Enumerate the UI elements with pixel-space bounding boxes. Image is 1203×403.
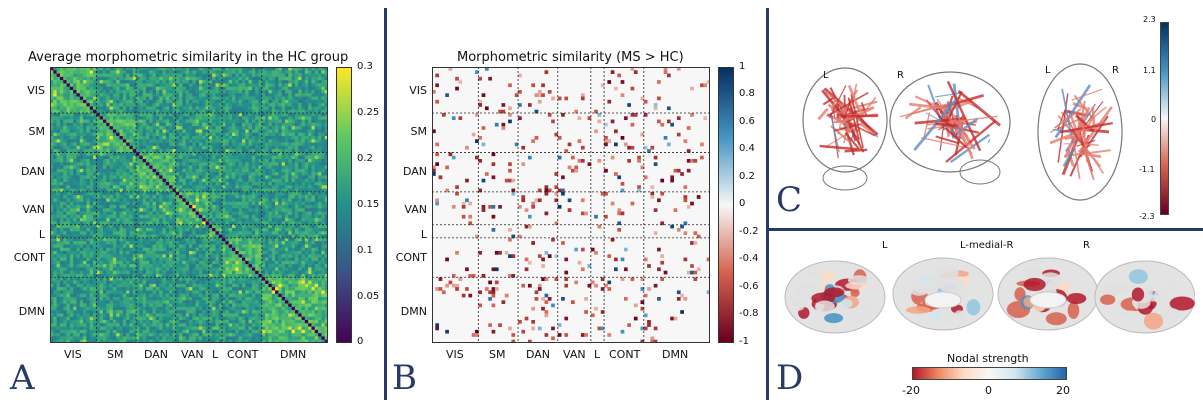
- panel-b-ylabel-dan: DAN: [402, 165, 427, 178]
- panel-a-cb-tick: 0.3: [357, 61, 373, 72]
- panel-b-colorbar: [718, 67, 734, 343]
- panel-b-xlabel-sm: SM: [489, 348, 506, 361]
- panel-c-cb-tick: -1.1: [1139, 165, 1155, 174]
- panel-a-ylabel-sm: SM: [28, 125, 45, 138]
- panel-b-title: Morphometric similarity (MS > HC): [457, 50, 684, 65]
- panel-a-xlabel-dan: DAN: [144, 348, 169, 361]
- panel-a-xlabel-dmn: DMN: [280, 348, 307, 361]
- panel-a-ylabel-cont: CONT: [13, 251, 45, 264]
- panel-b-ylabel-cont: CONT: [395, 251, 427, 264]
- panel-a-xlabel-vis: VIS: [64, 348, 82, 361]
- panel-a-ylabel-dan: DAN: [20, 165, 45, 178]
- panel-b-cb-tick: 0: [739, 198, 746, 209]
- panel-c-label-l-axial: L: [1045, 65, 1051, 76]
- panel-b-cb-tick: -0.2: [739, 226, 759, 237]
- panel-a-cb-tick: 0: [357, 336, 364, 347]
- panel-b-ylabel-l: L: [420, 228, 427, 241]
- panel-a-cb-tick: 0.25: [357, 107, 380, 118]
- panel-d-cb-tick: 0: [985, 384, 992, 397]
- panel-a-cb-tick: 0.2: [357, 153, 373, 164]
- panel-b-ylabel-sm: SM: [410, 125, 427, 138]
- panel-a-ylabel-van: VAN: [22, 203, 45, 216]
- panel-d-cb-tick: 20: [1056, 384, 1070, 397]
- panel-c-label-l: L: [823, 70, 829, 81]
- divider-ab: [384, 8, 387, 400]
- panel-a-xlabel-van: VAN: [181, 348, 204, 361]
- panel-c-label-r-axial: R: [1112, 65, 1119, 76]
- panel-a-ylabel-dmn: DMN: [18, 305, 45, 318]
- panel-b-heatmap-svg: [432, 67, 710, 343]
- panel-b-ylabel-dmn: DMN: [400, 305, 427, 318]
- panel-b-cb-tick: -0.4: [739, 253, 759, 264]
- panel-a-xlabel-l: L: [212, 348, 219, 361]
- panel-c-colorbar: [1160, 22, 1169, 215]
- panel-b-xlabel-van: VAN: [563, 348, 586, 361]
- panel-a-heatmap-svg: [50, 67, 328, 343]
- panel-b-ylabel-vis: VIS: [409, 84, 427, 97]
- panel-a-ylabel-vis: VIS: [27, 84, 45, 97]
- panel-b-cb-tick: -1: [739, 336, 749, 347]
- panel-a-xlabel-cont: CONT: [227, 348, 259, 361]
- panel-b-xlabel-dmn: DMN: [662, 348, 689, 361]
- panel-b-xlabel-vis: VIS: [446, 348, 464, 361]
- panel-c-cb-tick: 2.3: [1143, 15, 1156, 24]
- panel-b-cb-tick: 0.2: [739, 171, 755, 182]
- divider-cd: [769, 228, 1203, 231]
- divider-bc: [766, 8, 769, 400]
- panel-b-ylabel-van: VAN: [404, 203, 427, 216]
- panel-a-title: Average morphometric similarity in the H…: [28, 50, 349, 65]
- panel-a-cb-tick: 0.05: [357, 291, 380, 302]
- panel-d-label-r: R: [1083, 240, 1090, 251]
- panel-a-ylabel-l: L: [38, 228, 45, 241]
- panel-d-label-l: L: [882, 240, 888, 251]
- panel-c-label-r: R: [897, 70, 904, 81]
- panel-a-colorbar: [336, 67, 352, 343]
- panel-d-colorbar-title: Nodal strength: [947, 352, 1029, 365]
- panel-b-letter: B: [392, 358, 417, 398]
- panel-a-letter: A: [10, 358, 35, 398]
- panel-c-cb-tick: 1.1: [1143, 66, 1156, 75]
- panel-b-xlabel-l: L: [594, 348, 601, 361]
- panel-c-glass-brains: [800, 60, 1130, 220]
- panel-a-heatmap: [50, 67, 328, 343]
- panel-b-xlabel-cont: CONT: [609, 348, 641, 361]
- panel-b-cb-tick: 0.4: [739, 143, 755, 154]
- panel-b-heatmap: [432, 67, 710, 343]
- panel-b-cb-tick: -0.8: [739, 308, 759, 319]
- panel-d-label-center: L-medial-R: [960, 240, 1014, 251]
- panel-b-cb-tick: 0.6: [739, 116, 755, 127]
- panel-b-xlabel-dan: DAN: [526, 348, 551, 361]
- panel-b-cb-tick: 0.8: [739, 88, 755, 99]
- panel-c-glass-brain-svg: [802, 63, 1123, 201]
- panel-a-cb-tick: 0.15: [357, 199, 380, 210]
- panel-d-letter: D: [776, 358, 804, 398]
- panel-c-cb-tick: 0: [1151, 115, 1157, 124]
- panel-d-surfaces: [780, 252, 1195, 347]
- panel-d-colorbar: [912, 367, 1067, 380]
- panel-b-cb-tick: 1: [739, 61, 746, 72]
- panel-c-cb-tick: -2.3: [1139, 212, 1155, 221]
- panel-d-cb-tick: -20: [902, 384, 920, 397]
- panel-d-surface-svg: [784, 257, 1195, 334]
- panel-b-cb-tick: -0.6: [739, 281, 759, 292]
- panel-a-xlabel-sm: SM: [107, 348, 124, 361]
- panel-a-cb-tick: 0.1: [357, 245, 373, 256]
- panel-c-letter: C: [776, 180, 803, 220]
